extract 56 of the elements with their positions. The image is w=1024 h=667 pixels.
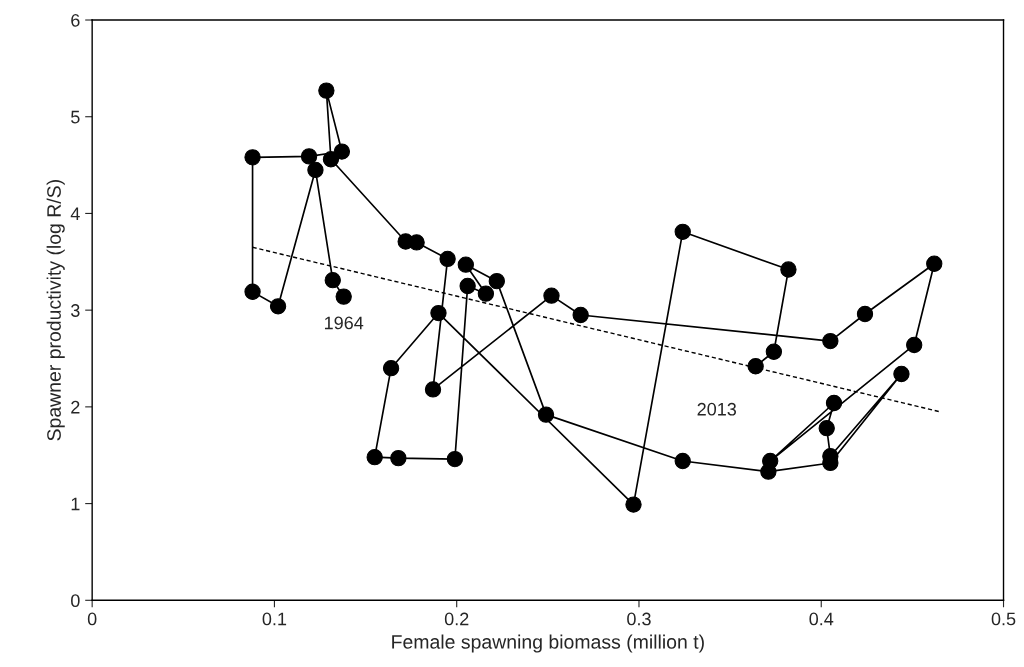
point (244, 283, 261, 300)
point (760, 463, 777, 480)
x-tick-label: 0 (87, 612, 97, 626)
point (318, 82, 335, 99)
point (856, 305, 874, 323)
point (244, 149, 261, 166)
y-tick-label: 3 (71, 304, 80, 317)
annotation: 2013 (697, 402, 737, 416)
point (424, 381, 442, 398)
point (477, 285, 495, 302)
point (906, 336, 923, 354)
point (408, 234, 425, 251)
y-tick-label: 6 (71, 13, 80, 27)
point (747, 358, 764, 375)
point (335, 288, 352, 305)
point (322, 151, 340, 168)
y-tick-label: 1 (71, 497, 80, 511)
point (818, 419, 835, 437)
point (366, 449, 383, 466)
x-tick-label: 0.1 (262, 612, 287, 626)
point (674, 223, 691, 240)
point (674, 452, 691, 470)
point (446, 450, 464, 468)
point (439, 250, 456, 268)
point (780, 261, 797, 278)
point (488, 272, 505, 290)
y-tick-label: 0 (71, 594, 80, 608)
point (459, 277, 476, 295)
point (926, 255, 943, 272)
y-tick-label: 5 (71, 110, 80, 124)
y-axis-title: Spawner productivity (log R/S) (46, 180, 65, 441)
y-tick-label: 2 (71, 400, 80, 414)
point (822, 332, 839, 350)
x-tick-label: 0.2 (444, 612, 469, 626)
point (382, 360, 400, 377)
x-axis-title: Female spawning biomass (million t) (392, 634, 704, 653)
point (572, 306, 589, 324)
point (390, 449, 407, 467)
x-tick-label: 0.3 (627, 612, 651, 626)
point (765, 343, 783, 360)
point (893, 365, 910, 383)
annotation: 1964 (324, 316, 364, 330)
point (537, 406, 555, 423)
point (430, 304, 447, 322)
point (625, 496, 642, 513)
point (825, 394, 843, 412)
point (269, 298, 287, 315)
point (300, 148, 318, 165)
y-tick-label: 4 (70, 207, 80, 220)
point (324, 272, 341, 289)
point (307, 161, 324, 179)
point (333, 143, 351, 160)
point (457, 256, 474, 273)
point (543, 287, 560, 304)
x-tick-label: 0.4 (809, 612, 834, 626)
x-tick-label: 0.5 (991, 612, 1016, 626)
